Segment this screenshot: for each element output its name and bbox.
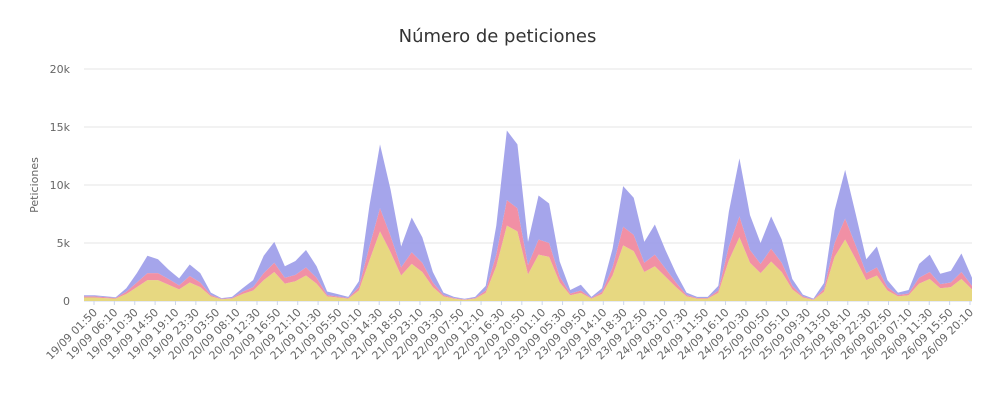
series-area-1	[84, 225, 972, 301]
y-tick-label: 15k	[50, 121, 71, 134]
y-tick-label: 5k	[57, 237, 71, 250]
series-area-2	[84, 200, 972, 300]
series-area-3	[84, 130, 972, 300]
chart-title: Número de peticiones	[398, 26, 597, 47]
y-axis-label: Peticiones	[28, 157, 41, 213]
y-tick-label: 20k	[50, 63, 71, 76]
y-tick-label: 10k	[50, 179, 71, 192]
stacked-areas	[84, 130, 972, 301]
y-tick-label: 0	[63, 295, 70, 308]
